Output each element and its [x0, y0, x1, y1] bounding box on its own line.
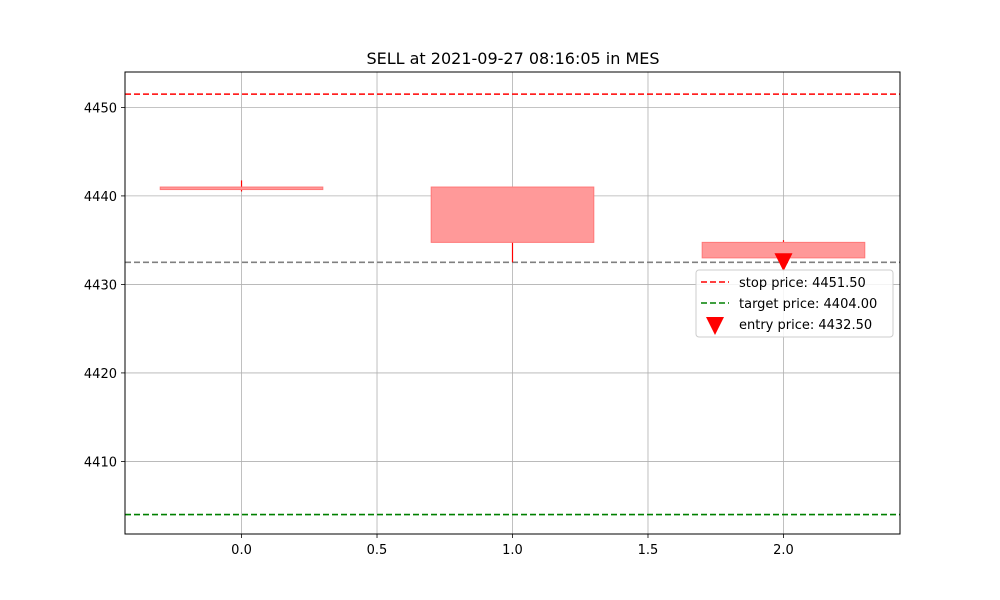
- legend-label: entry price: 4432.50: [739, 318, 872, 333]
- grid: [125, 72, 900, 534]
- axis-ticks: 0.0 0.5 1.0 1.5 2.0 4410 4420 4430 4440 4450: [84, 101, 794, 558]
- legend-label: target price: 4404.00: [739, 297, 877, 312]
- y-tick-label: 4430: [84, 278, 117, 293]
- chart-title: SELL at 2021-09-27 08:16:05 in MES: [366, 49, 659, 68]
- legend-label: stop price: 4451.50: [739, 276, 866, 291]
- legend-box: [695, 269, 894, 338]
- entry-price-marker: [774, 253, 793, 272]
- x-tick-label: 1.0: [502, 543, 523, 558]
- y-tick-label: 4440: [84, 190, 117, 205]
- y-tick-label: 4410: [84, 455, 117, 470]
- x-tick-label: 1.5: [638, 543, 659, 558]
- x-tick-label: 0.5: [367, 543, 388, 558]
- legend: stop price: 4451.50 target price: 4404.00…: [695, 269, 894, 338]
- y-tick-label: 4450: [84, 101, 117, 116]
- candle-body: [430, 186, 595, 243]
- markers: [774, 253, 793, 272]
- y-tick-label: 4420: [84, 367, 117, 382]
- candles: [159, 180, 866, 263]
- legend-swatch-marker: [706, 317, 724, 335]
- candle-body: [159, 186, 324, 191]
- x-tick-label: 0.0: [231, 543, 252, 558]
- x-tick-label: 2.0: [773, 543, 794, 558]
